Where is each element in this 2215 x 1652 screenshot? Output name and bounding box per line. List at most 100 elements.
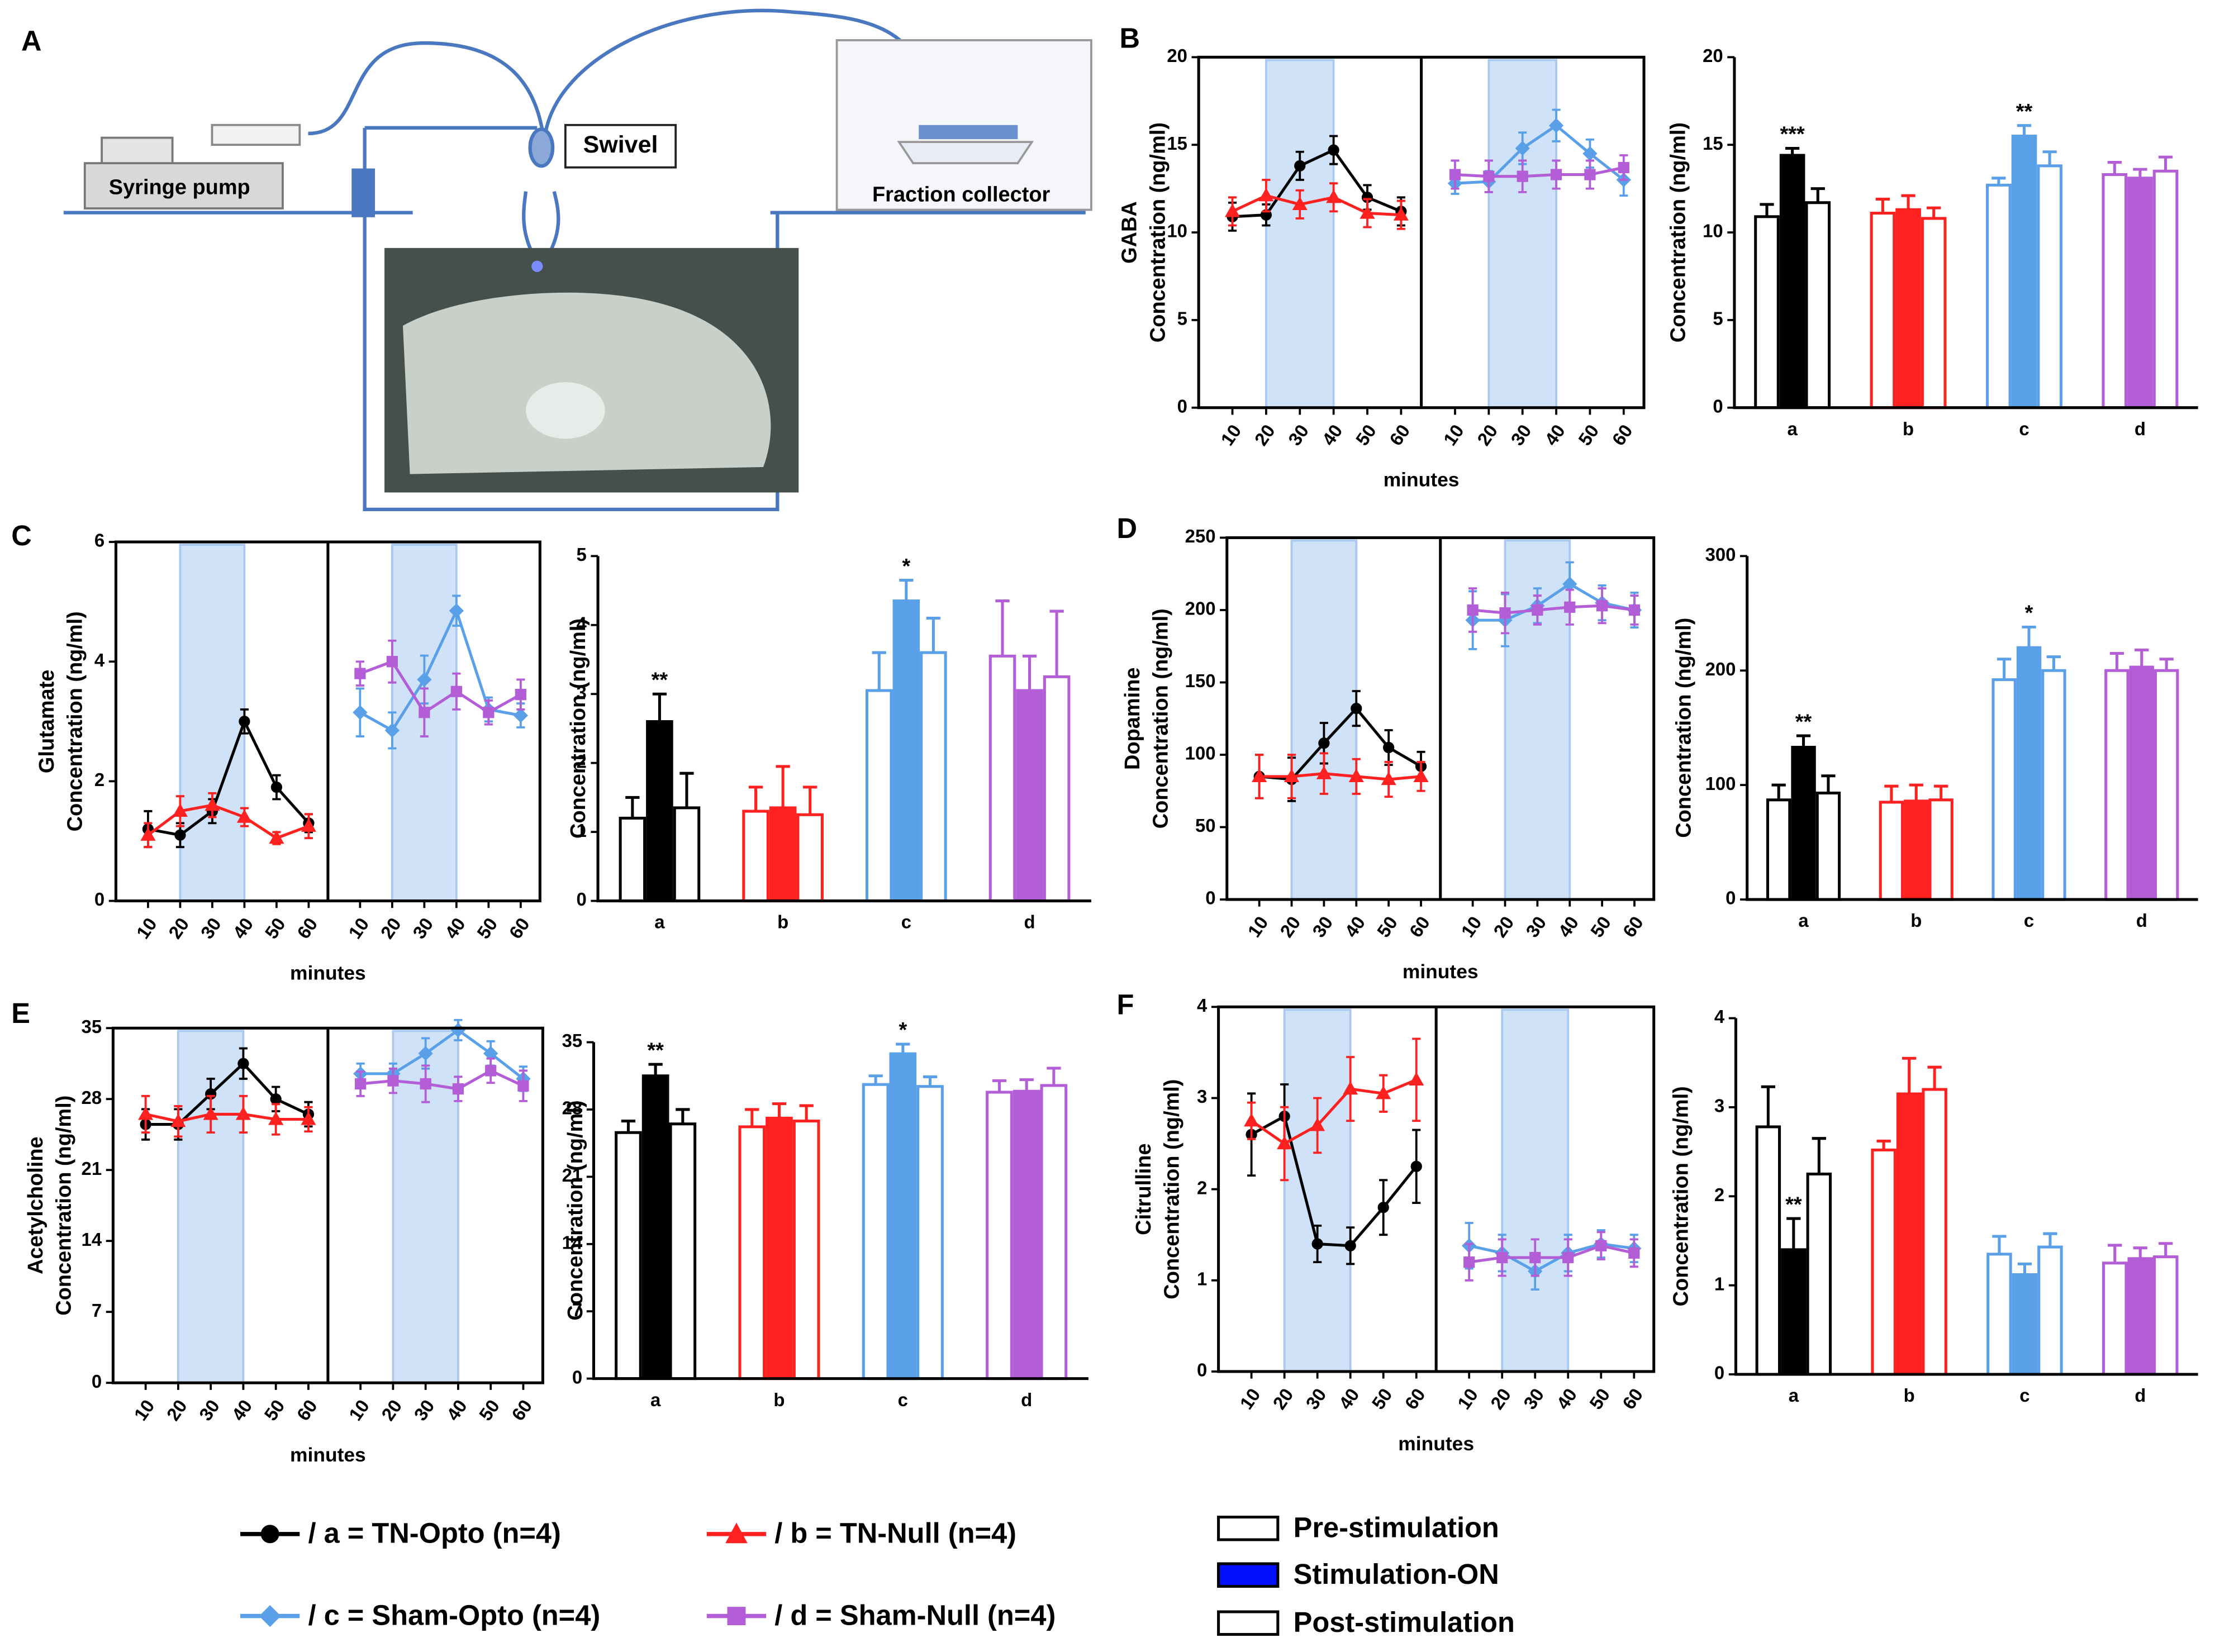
bar [2129, 665, 2154, 901]
x-tick-label: a [650, 1389, 661, 1410]
marker [1318, 737, 1330, 749]
error-bar [1901, 194, 1915, 210]
x-tick-label: 30 [1506, 421, 1535, 449]
x-tick-label: a [1789, 1385, 1799, 1406]
significance-label: ** [652, 668, 668, 692]
bar [769, 806, 797, 903]
x-tick-label: 30 [197, 914, 225, 942]
legend-label: Stimulation-ON [1294, 1558, 1499, 1590]
stimulation-shade [1487, 59, 1557, 409]
y-tick-label: 0 [1714, 1363, 1724, 1383]
y-axis-label: Dopamine [1121, 668, 1144, 770]
legend-label: / b = TN-Null (n=4) [774, 1517, 1016, 1549]
x-tick-label: 60 [1619, 912, 1647, 941]
x-tick-label: 40 [441, 914, 469, 942]
x-tick-label: 10 [1453, 1384, 1482, 1413]
bar [2152, 1255, 2179, 1376]
marker [1410, 1160, 1422, 1172]
bar [2037, 164, 2062, 410]
x-tick-label: 60 [293, 914, 321, 942]
marker [1258, 188, 1274, 202]
x-tick-label: a [1798, 910, 1809, 931]
x-tick-label: 40 [1552, 1384, 1581, 1413]
x-tick-label: 60 [1608, 421, 1636, 449]
marker [1562, 1251, 1574, 1264]
x-tick-label: 20 [164, 914, 193, 942]
x-tick-label: c [898, 1389, 908, 1410]
error-bar [1876, 1139, 1891, 1150]
y-axis-label: Acetylcholine [24, 1136, 47, 1274]
error-bar [1771, 783, 1786, 800]
marker [515, 688, 526, 701]
photo-rat [402, 292, 771, 474]
x-axis-label: minutes [1403, 960, 1479, 983]
error-bar [1022, 654, 1037, 691]
marker [1409, 1072, 1424, 1086]
marker [1252, 768, 1267, 782]
marker [1496, 1251, 1508, 1264]
x-tick-label: 50 [261, 914, 289, 942]
y-axis-label: GABA [1118, 201, 1142, 264]
x-tick-label: 20 [377, 1396, 406, 1424]
bar [1986, 1253, 2012, 1376]
series-line [1251, 1114, 1418, 1248]
y-tick-label: 5 [1177, 308, 1187, 329]
bar [916, 1085, 944, 1380]
marker [1326, 189, 1342, 203]
x-tick-label: 50 [1352, 421, 1380, 449]
marker [420, 1078, 431, 1090]
error-bar [2133, 168, 2147, 178]
bar [1922, 1088, 1947, 1376]
error-bar [748, 785, 763, 812]
bar [2102, 173, 2128, 410]
x-axis-label: minutes [1398, 1432, 1474, 1455]
panel-label: F [1116, 989, 1134, 1021]
y-tick-label: 20 [1167, 45, 1187, 66]
stimulation-shade [179, 544, 246, 902]
y-tick-label: 200 [1705, 659, 1736, 679]
y-tick-label: 4 [1197, 995, 1208, 1016]
marker [450, 685, 462, 697]
marker [269, 830, 284, 844]
y-axis-label: Glutamate [35, 670, 59, 774]
error-bar [1049, 610, 1064, 677]
error-bar [2046, 655, 2061, 671]
marker [354, 668, 366, 679]
error-bar [2107, 161, 2122, 175]
y-tick-label: 100 [1185, 743, 1216, 764]
y-tick-label: 3 [577, 682, 587, 703]
y-tick-label: 0 [1177, 396, 1187, 416]
marker [1328, 144, 1339, 156]
marker [1343, 1081, 1358, 1095]
x-tick-label: c [2019, 418, 2029, 439]
bar [619, 816, 647, 903]
error-bar [1909, 783, 1923, 801]
marker [725, 1522, 748, 1544]
marker [353, 705, 368, 720]
marker [1628, 1247, 1640, 1259]
marker [1413, 768, 1429, 782]
error-bar [679, 772, 694, 808]
series-line [145, 1112, 308, 1123]
x-tick-label: 10 [1439, 421, 1468, 449]
stimulation-shade [1265, 59, 1335, 409]
x-tick-label: 10 [132, 914, 161, 942]
marker [1310, 1117, 1325, 1131]
bar [1766, 798, 1791, 901]
tray [897, 141, 1034, 164]
x-tick-label: 50 [473, 914, 501, 942]
bar [892, 599, 920, 903]
bar [986, 1091, 1013, 1380]
legend-label: / a = TN-Opto (n=4) [308, 1517, 560, 1549]
stimulation-shade [1501, 1008, 1570, 1373]
marker [419, 707, 430, 718]
y-tick-label: 4 [94, 650, 105, 670]
bar [646, 720, 673, 903]
y-tick-label: 300 [1705, 544, 1736, 565]
y-tick-label: 2 [1197, 1177, 1207, 1198]
x-tick-label: 60 [1385, 421, 1414, 449]
x-tick-label: 50 [1586, 912, 1615, 941]
swivel-joint [528, 127, 555, 168]
bar [1806, 1172, 1832, 1376]
y-axis-label: Concentration (ng/ml) [567, 618, 590, 839]
